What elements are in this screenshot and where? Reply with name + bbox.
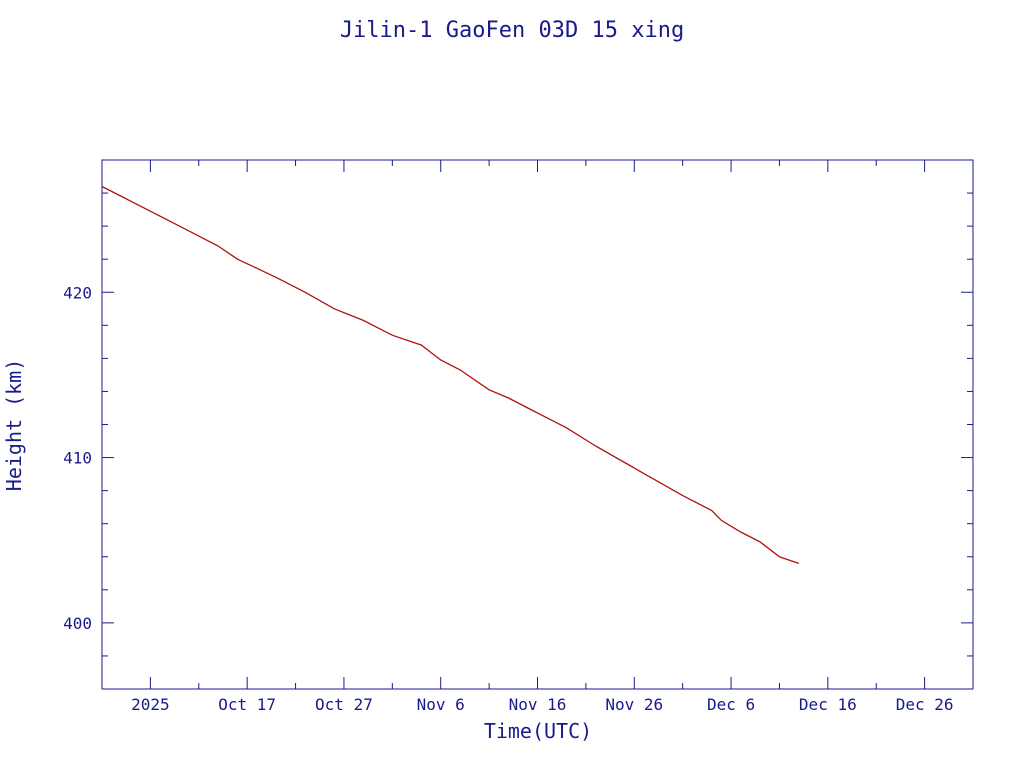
x-tick-label: Oct 27: [315, 695, 373, 714]
x-tick-label: Dec 26: [896, 695, 954, 714]
x-tick-label: Oct 17: [218, 695, 276, 714]
chart-title: Jilin-1 GaoFen 03D 15 xing: [340, 18, 684, 43]
y-tick-labels: 400 410 420: [63, 283, 92, 633]
axis-ticks: [102, 160, 973, 689]
y-tick-label: 420: [63, 283, 92, 302]
y-tick-label: 410: [63, 449, 92, 468]
x-tick-labels: 2025 Oct 17 Oct 27 Nov 6 Nov 16 Nov 26 Dec 6 De…: [131, 695, 953, 714]
plot-frame: [101, 159, 974, 690]
x-tick-label: Nov 6: [417, 695, 465, 714]
x-axis-label: Time(UTC): [484, 719, 592, 743]
x-tick-label: 2025: [131, 695, 170, 714]
x-tick-label: Dec 6: [707, 695, 755, 714]
x-tick-label: Nov 26: [605, 695, 663, 714]
x-tick-label: Dec 16: [799, 695, 857, 714]
y-tick-label: 400: [63, 614, 92, 633]
series-line: [101, 185, 800, 565]
y-axis-label: Height (km): [2, 359, 26, 491]
x-tick-label: Nov 16: [509, 695, 567, 714]
